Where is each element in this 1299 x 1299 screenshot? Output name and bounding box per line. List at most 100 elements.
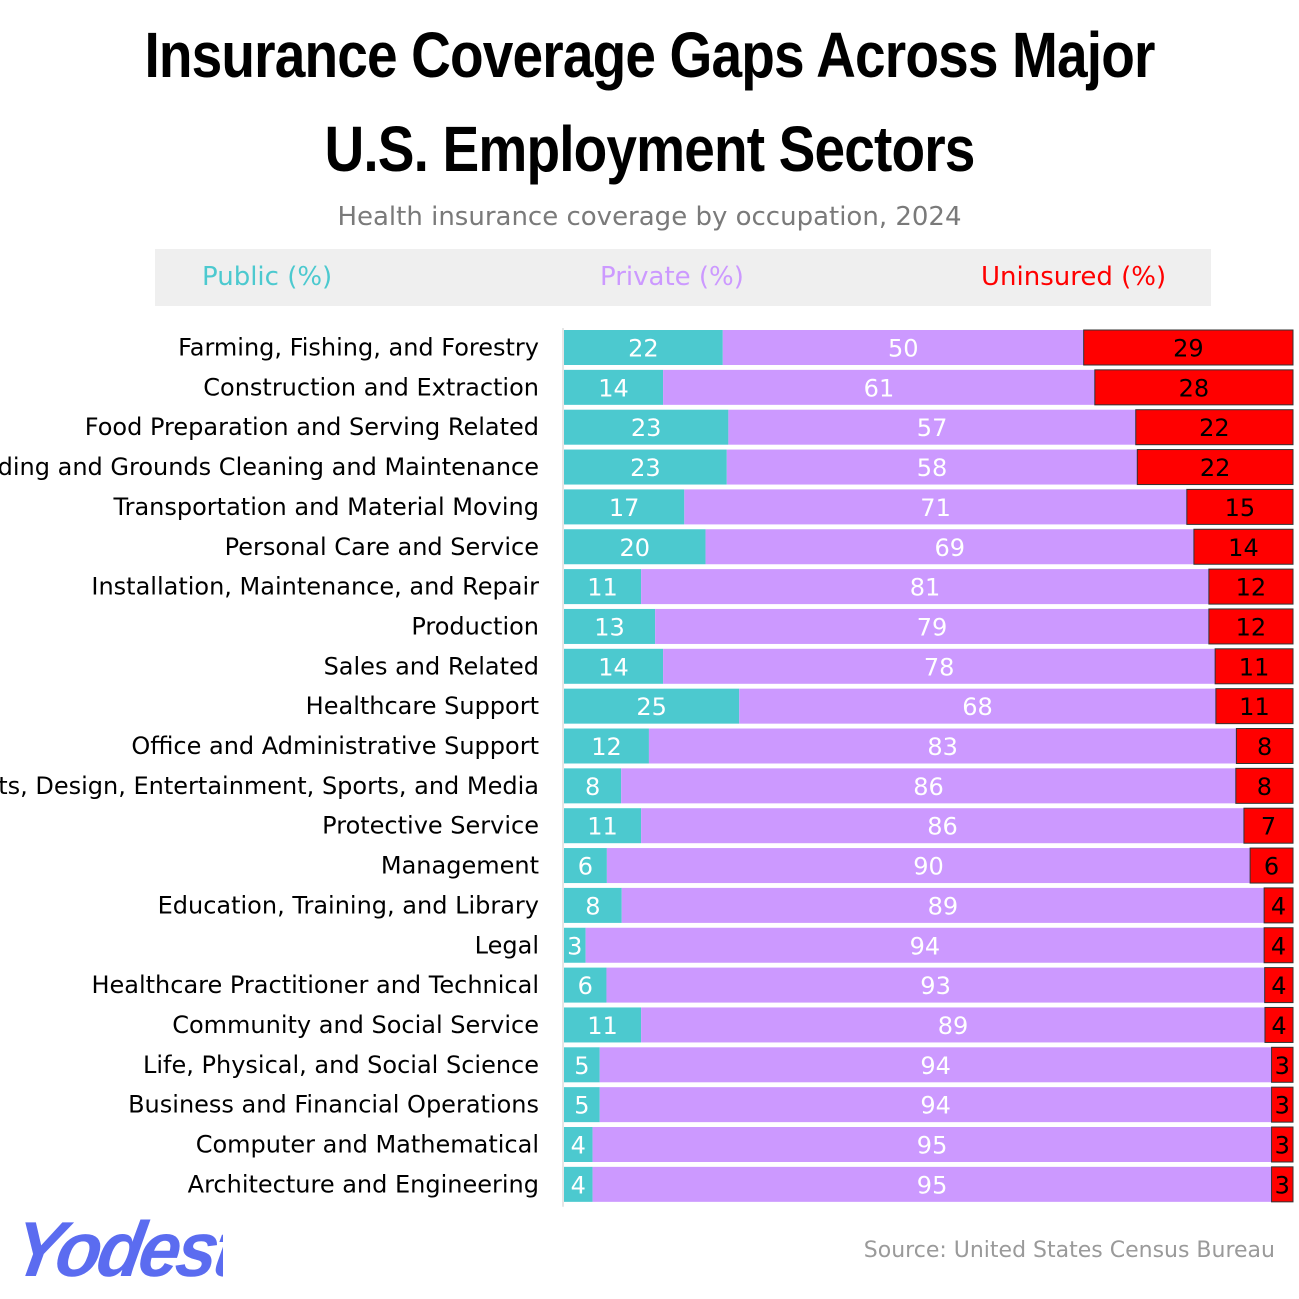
data-label: 22 — [1200, 454, 1231, 482]
data-label: 78 — [924, 653, 955, 681]
data-label: 86 — [913, 773, 944, 801]
category-label: Healthcare Practitioner and Technical — [91, 971, 539, 999]
bar-segment — [1271, 1166, 1294, 1203]
data-label: 68 — [962, 693, 993, 721]
bar-segment — [1186, 488, 1294, 525]
logo-wordmark: Yodest — [8, 1207, 223, 1293]
category-label: Life, Physical, and Social Science — [143, 1051, 539, 1079]
bar-segment — [1214, 648, 1294, 685]
data-label: 3 — [1275, 1132, 1290, 1160]
data-label: 57 — [917, 414, 948, 442]
bar-segment — [564, 648, 664, 684]
bar-segment — [1235, 767, 1294, 804]
data-label: 8 — [585, 773, 600, 801]
bar-segment — [648, 728, 1237, 764]
bar-segment — [1208, 568, 1294, 605]
bar-segment — [641, 569, 1209, 605]
bar-segment — [1271, 1126, 1294, 1163]
data-label: 95 — [917, 1132, 948, 1160]
data-label: 89 — [938, 1012, 969, 1040]
bar-segment — [641, 808, 1244, 844]
data-label: 14 — [598, 653, 629, 681]
bar-segment — [564, 967, 607, 1003]
data-label: 71 — [920, 494, 951, 522]
bar-segment — [564, 489, 685, 525]
bar-segment — [1083, 329, 1294, 366]
bar-segment — [564, 1166, 593, 1202]
category-label: Computer and Mathematical — [196, 1131, 539, 1159]
chart-subtitle: Health insurance coverage by occupation,… — [337, 202, 962, 232]
data-label: 28 — [1179, 374, 1210, 402]
bar-segment — [564, 330, 723, 365]
bar-segment — [655, 608, 1209, 644]
data-label: 14 — [1228, 534, 1259, 562]
data-label: 3 — [567, 932, 582, 960]
category-label: Food Preparation and Serving Related — [85, 413, 539, 441]
data-label: 95 — [917, 1171, 948, 1199]
bar-segment — [1193, 528, 1294, 565]
bar-segment — [1235, 728, 1294, 764]
data-label: 50 — [888, 335, 919, 363]
bar-segment — [1263, 887, 1294, 924]
bar-segment — [1136, 449, 1294, 486]
bar-segment — [726, 449, 1138, 485]
category-label: Construction and Extraction — [203, 373, 539, 401]
data-label: 69 — [934, 534, 965, 562]
data-label: 5 — [574, 1052, 589, 1080]
bar-segment — [564, 608, 656, 644]
data-label: 3 — [1275, 1092, 1290, 1120]
data-label: 79 — [917, 613, 948, 641]
bar-segment — [728, 409, 1136, 445]
bar-segment — [606, 967, 1265, 1003]
data-label: 11 — [1239, 693, 1270, 721]
data-label: 4 — [1271, 1012, 1286, 1040]
data-label: 61 — [864, 374, 895, 402]
bar-segment — [621, 887, 1265, 923]
data-label: 94 — [920, 1052, 951, 1080]
bar-segment — [1264, 1006, 1294, 1043]
bar-segment — [564, 449, 727, 485]
data-label: 58 — [917, 454, 948, 482]
bar-segment — [663, 369, 1095, 405]
bar-segment — [592, 1166, 1272, 1202]
data-label: 94 — [910, 932, 941, 960]
data-label: 8 — [1257, 773, 1272, 801]
data-label: 22 — [628, 335, 659, 363]
category-label: Arts, Design, Entertainment, Sports, and… — [0, 772, 539, 800]
data-label: 17 — [609, 494, 640, 522]
bar-segment — [564, 369, 664, 405]
data-label: 20 — [620, 534, 651, 562]
category-label: Business and Financial Operations — [128, 1091, 539, 1119]
data-label: 15 — [1225, 494, 1256, 522]
data-label: 4 — [571, 1132, 586, 1160]
bar-segment — [1094, 369, 1294, 406]
data-label: 90 — [913, 853, 944, 881]
bar-segment — [564, 1087, 600, 1123]
category-label: Education, Training, and Library — [158, 891, 539, 919]
data-label: 89 — [928, 892, 959, 920]
data-label: 81 — [910, 574, 941, 602]
data-label: 12 — [1236, 574, 1267, 602]
data-label: 83 — [927, 733, 958, 761]
bar-segment — [1135, 409, 1294, 446]
bar-segment — [1271, 1086, 1294, 1123]
category-label: Legal — [475, 931, 539, 959]
data-label: 11 — [587, 813, 618, 841]
bar-segment — [564, 808, 642, 844]
category-label: Personal Care and Service — [225, 533, 539, 561]
data-label: 4 — [1271, 972, 1286, 1000]
data-label: 4 — [1271, 932, 1286, 960]
bar-segment — [641, 1007, 1265, 1043]
bar-segment — [1243, 807, 1294, 844]
data-label: 94 — [920, 1092, 951, 1120]
bar-segment — [564, 1127, 593, 1162]
bar-segment — [564, 728, 649, 764]
bar-segment — [564, 409, 729, 445]
category-label: Management — [381, 852, 539, 880]
data-label: 6 — [578, 853, 593, 881]
bar-segment — [564, 848, 607, 884]
data-label: 6 — [578, 972, 593, 1000]
category-label: Installation, Maintenance, and Repair — [91, 573, 539, 601]
category-label: Office and Administrative Support — [131, 732, 539, 760]
legend-uninsured: Uninsured (%) — [981, 262, 1167, 292]
